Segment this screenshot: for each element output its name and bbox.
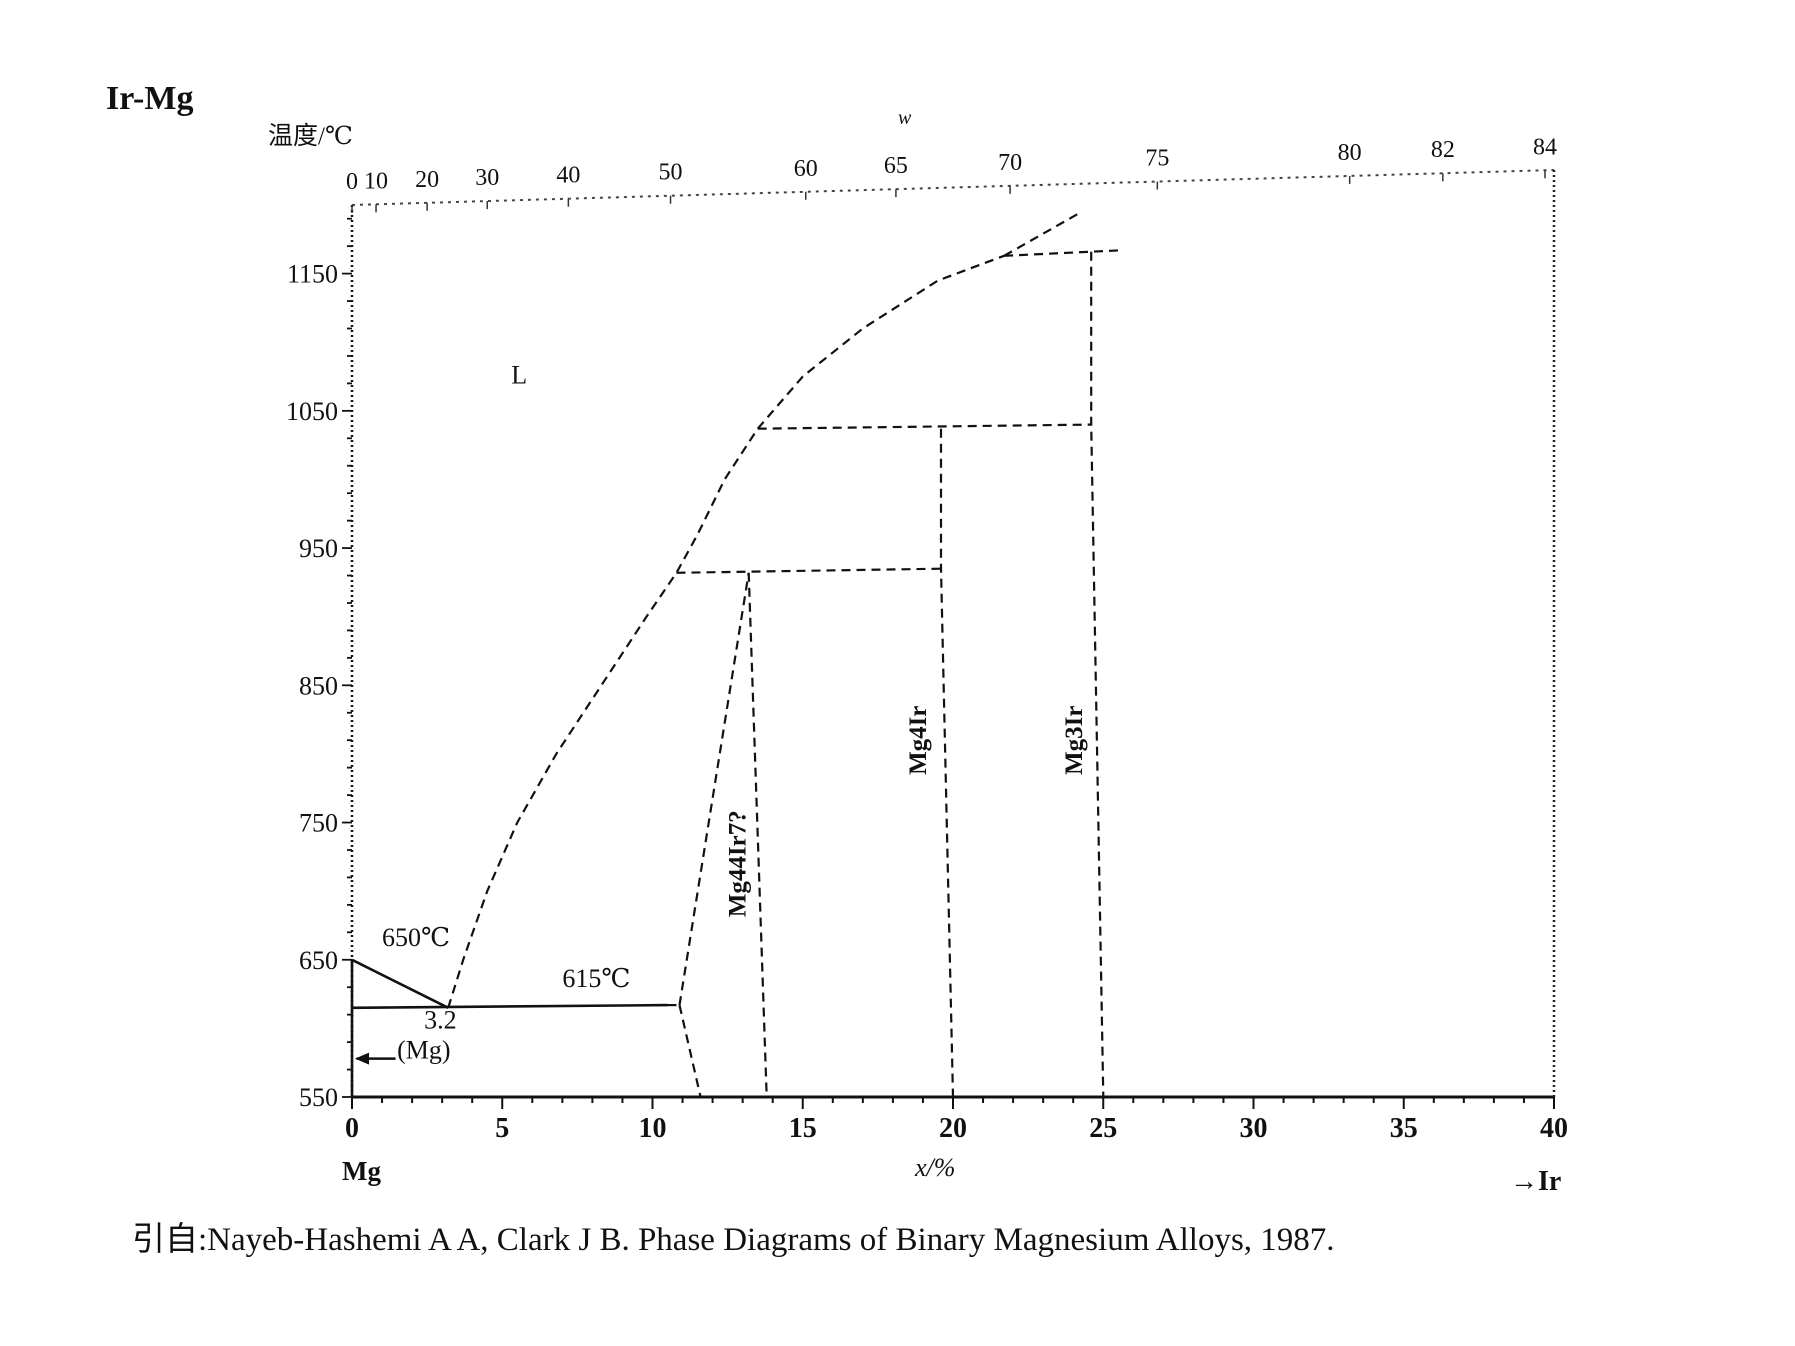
- plot-frame: [350, 169, 1556, 1099]
- top-tick-label: 60: [794, 156, 818, 182]
- axis-labels: 温度/℃ w x/% Mg →Ir: [268, 107, 1561, 1197]
- y-tick-label: 1150: [287, 260, 338, 289]
- top-tick-label: 75: [1145, 146, 1169, 172]
- boundary-peritectic-1037: [757, 423, 1092, 430]
- phase-labels: L 650℃ 615℃ 3.2(Mg) Mg44Ir7? Mg4Ir Mg3Ir: [382, 360, 1088, 1064]
- top-tick-label: 65: [884, 153, 908, 179]
- boundary-mg44ir7-peritectic: [678, 572, 750, 1006]
- phase-label: Mg4Ir: [905, 705, 932, 774]
- x-tick-label: 0: [345, 1113, 359, 1144]
- top-tick-label: 20: [415, 167, 439, 193]
- boundary-peritectic-1166: [1004, 249, 1122, 257]
- phase-label: 615℃: [562, 964, 630, 993]
- top-tick-label: 70: [998, 150, 1022, 176]
- x-tick-label: 20: [939, 1113, 967, 1144]
- boundary-mg44ir7-right: [747, 572, 768, 1098]
- y-tick-label: 950: [299, 534, 338, 563]
- x-tick-label: 30: [1240, 1113, 1268, 1144]
- y-tick-label: 650: [299, 946, 338, 975]
- y-tick-label: 550: [299, 1083, 338, 1112]
- top-axis-title: w: [898, 107, 912, 129]
- citation: 引自:Nayeb-Hashemi A A, Clark J B. Phase D…: [132, 1222, 1335, 1258]
- top-tick-label: 10: [364, 168, 388, 194]
- top-tick-label: 82: [1431, 137, 1455, 163]
- x-tick-label: 25: [1089, 1113, 1117, 1144]
- diagram-title: Ir-Mg: [106, 80, 194, 117]
- phase-label: 3.2: [424, 1005, 457, 1034]
- boundary-mg4ir-line: [939, 428, 955, 1098]
- x-tick-label: 40: [1540, 1113, 1568, 1144]
- boundary-mg44ir7-left: [678, 1004, 702, 1098]
- y-tick-label: 850: [299, 671, 338, 700]
- boundary-mg-liquidus: [351, 958, 449, 1009]
- mg-arrow-head: [355, 1052, 370, 1065]
- x-tick-label: 5: [495, 1113, 509, 1144]
- top-tick-label: 80: [1338, 140, 1362, 166]
- x-tick-label: 10: [639, 1113, 667, 1144]
- phase-boundaries: [350, 212, 1122, 1098]
- y-tick-label: 750: [299, 809, 338, 838]
- y-axis-title: 温度/℃: [268, 122, 353, 150]
- left-element-label: Mg: [342, 1156, 381, 1186]
- boundary-eutectic-615: [351, 1003, 668, 1010]
- phase-label: L: [511, 360, 527, 389]
- phase-label: Mg44Ir7?: [725, 810, 752, 917]
- phase-label: 650℃: [382, 923, 450, 952]
- phase-label: (Mg): [397, 1036, 450, 1065]
- x-axis-title: x/%: [914, 1153, 955, 1182]
- boundary-liquidus-upper: [1003, 212, 1080, 257]
- phase-label: Mg3Ir: [1061, 705, 1088, 774]
- top-axis-line: [351, 169, 1555, 206]
- y-tick-label: 1050: [286, 397, 338, 426]
- x-tick-label: 35: [1390, 1113, 1418, 1144]
- top-tick-label: 40: [556, 163, 580, 189]
- boundary-mg3ir-line: [1090, 251, 1105, 1098]
- x-tick-label: 15: [789, 1113, 817, 1144]
- top-tick-label: 84: [1533, 134, 1557, 160]
- top-tick-label: 50: [659, 160, 683, 186]
- top-tick-label: 0: [346, 169, 358, 195]
- top-tick-label: 30: [475, 165, 499, 191]
- boundary-peritectic-932: [676, 567, 942, 574]
- axis-ticks: 0 5 10 15 20 25 30 35 40550650750850950105011500…: [286, 134, 1568, 1144]
- boundary-liquidus: [447, 254, 1005, 1009]
- right-element-label: →Ir: [1510, 1166, 1561, 1197]
